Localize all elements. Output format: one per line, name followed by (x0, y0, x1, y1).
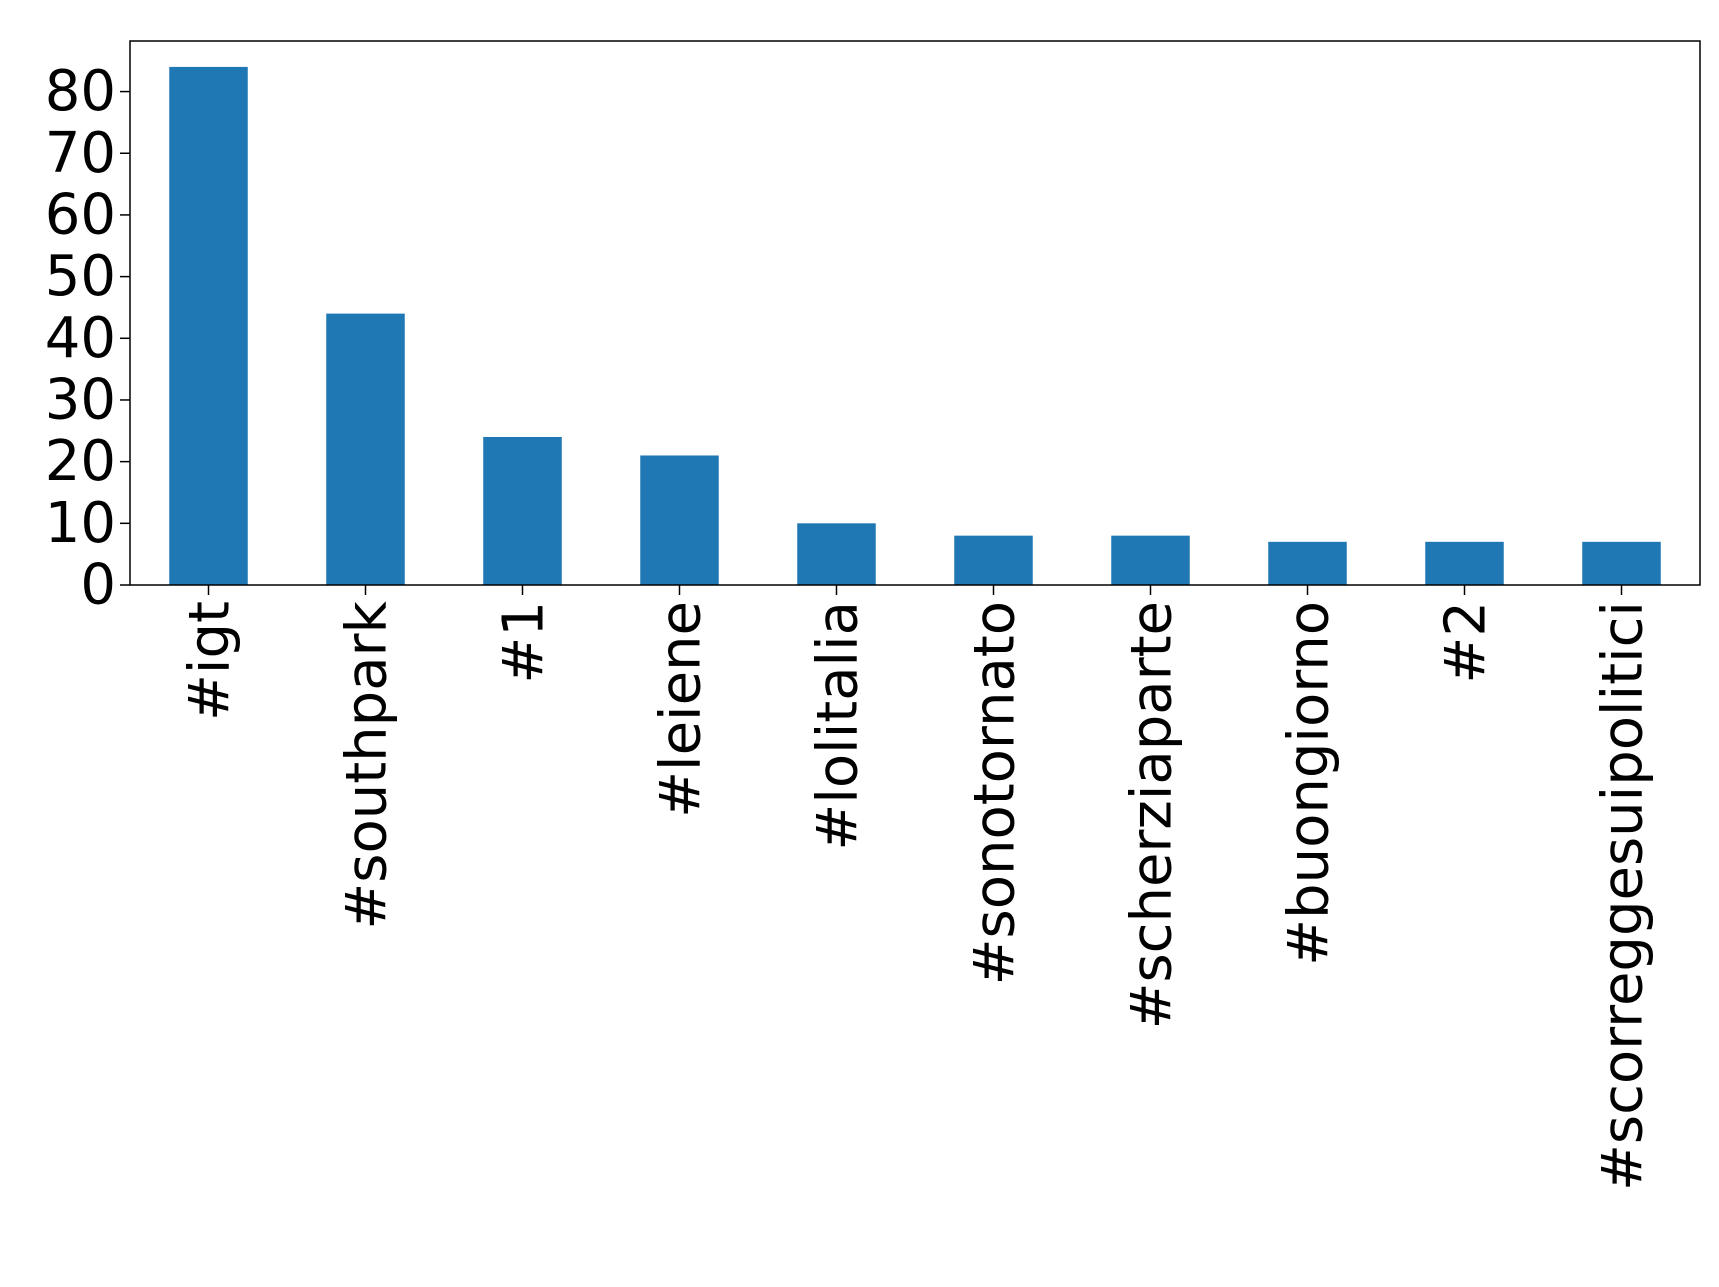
y-tick-label: 60 (45, 182, 116, 247)
y-tick-label: 10 (45, 491, 116, 556)
y-tick-label: 40 (45, 306, 116, 371)
bars-layer (169, 66, 1661, 585)
bar-igt (169, 66, 248, 585)
y-tick-label: 80 (45, 59, 116, 124)
x-tick-label: #scherziaparte (1120, 601, 1185, 1029)
plot-area-frame (129, 40, 1701, 586)
bar-2 (1425, 541, 1504, 585)
x-tick-label: #lolitalia (806, 601, 871, 851)
bar-southpark (326, 313, 405, 585)
y-tick-label: 20 (45, 429, 116, 494)
x-tick-label: #1 (492, 601, 557, 684)
x-axis: #igt #southpark #1 #leiene #lolitalia #sonoto… (178, 585, 1656, 1191)
x-tick-label: #scorreggesuipolitici (1591, 601, 1656, 1191)
x-tick-label: #leiene (649, 601, 714, 818)
bar-leiene (640, 455, 719, 585)
bar-lolitalia (797, 523, 876, 585)
bar-1 (483, 436, 562, 585)
bar-scherziaparte (1111, 535, 1190, 585)
x-tick-label: #southpark (335, 600, 400, 929)
x-tick-label: #igt (178, 601, 243, 721)
bar-scorreggesuipolitici (1582, 541, 1661, 585)
y-tick-label: 50 (45, 244, 116, 309)
x-tick-label: #2 (1434, 601, 1499, 684)
x-tick-label: #sonotornato (963, 601, 1028, 985)
x-tick-label: #buongiorno (1277, 601, 1342, 966)
bar-sonotornato (954, 535, 1033, 585)
y-tick-label: 70 (45, 121, 116, 186)
bar-buongiorno (1268, 541, 1347, 585)
y-tick-label: 30 (45, 367, 116, 432)
y-tick-label: 0 (80, 553, 116, 618)
